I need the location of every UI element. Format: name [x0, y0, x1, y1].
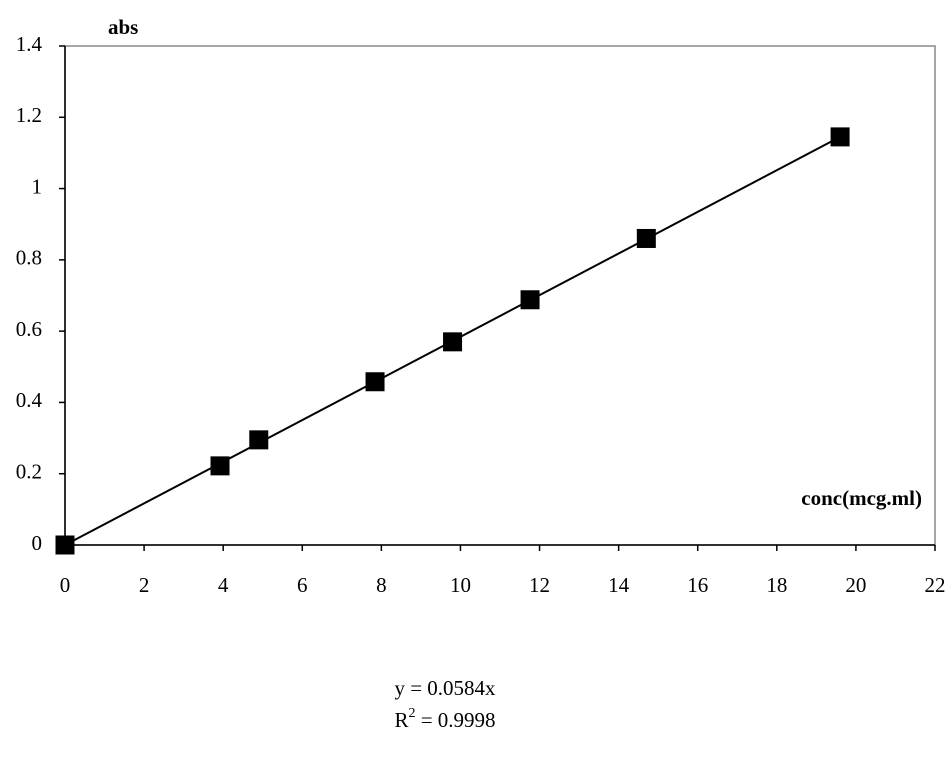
plot-frame	[64, 45, 936, 546]
x-tick-label: 12	[529, 573, 550, 597]
data-point	[636, 228, 656, 248]
data-point	[443, 332, 463, 352]
y-tick-label: 0.4	[16, 388, 43, 412]
data-point	[830, 127, 850, 147]
r-squared: R2 = 0.9998	[394, 706, 495, 732]
x-tick-label: 14	[608, 573, 630, 597]
x-tick-label: 6	[297, 573, 308, 597]
y-tick-label: 0.2	[16, 460, 42, 484]
data-point	[249, 430, 269, 450]
x-axis-label: conc(mcg.ml)	[801, 486, 922, 510]
x-tick-label: 0	[60, 573, 71, 597]
x-tick-label: 8	[376, 573, 387, 597]
x-tick-label: 20	[845, 573, 866, 597]
x-tick-label: 16	[687, 573, 708, 597]
x-tick-label: 10	[450, 573, 471, 597]
y-axis-label: abs	[108, 15, 138, 39]
data-point	[210, 456, 230, 476]
r-rest: = 0.9998	[415, 708, 495, 732]
y-tick-label: 1	[32, 174, 43, 198]
y-tick-label: 0	[32, 531, 43, 555]
x-tick-label: 2	[139, 573, 150, 597]
x-tick-label: 22	[925, 573, 946, 597]
trend-equation: y = 0.0584x	[394, 676, 496, 700]
r-sup: 2	[408, 706, 415, 721]
data-point	[55, 535, 75, 555]
y-tick-label: 1.2	[16, 103, 42, 127]
y-tick-label: 0.8	[16, 246, 42, 270]
data-point	[520, 290, 540, 310]
y-tick-label: 1.4	[16, 32, 43, 56]
y-tick-label: 0.6	[16, 317, 42, 341]
x-tick-label: 4	[218, 573, 229, 597]
x-tick-label: 18	[766, 573, 787, 597]
data-point	[365, 372, 385, 392]
r-base: R	[394, 708, 408, 732]
